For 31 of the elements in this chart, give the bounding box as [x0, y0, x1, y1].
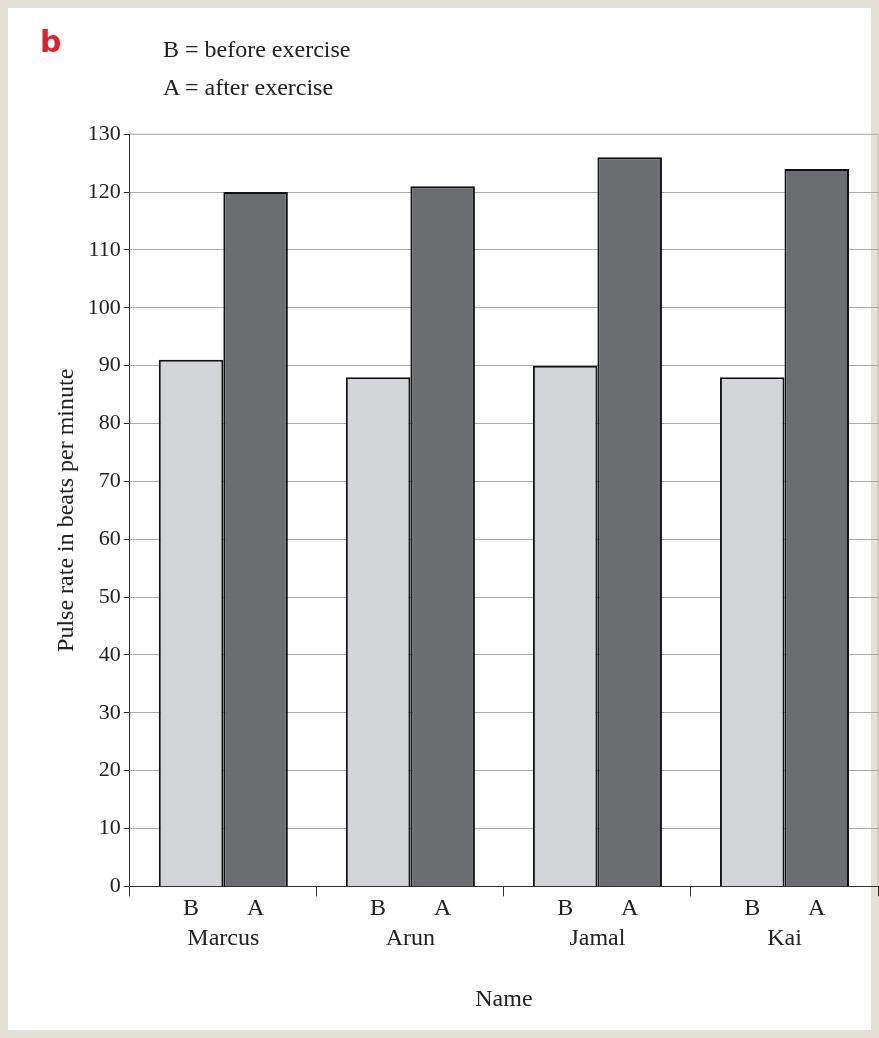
x-tick-label: Marcus [187, 924, 260, 951]
y-tick-label: 100 [87, 293, 121, 319]
y-tick-label: 20 [98, 756, 121, 782]
text: A [621, 893, 639, 920]
y-tick-label: 30 [98, 698, 121, 724]
y-tick-label: 90 [98, 351, 121, 377]
y-tick-label: 110 [88, 235, 121, 261]
y-tick-label: 10 [98, 814, 121, 840]
y-tick-label: 0 [109, 872, 121, 898]
chart-title: b [40, 24, 62, 59]
text: B = before exercise [163, 35, 351, 64]
text: A = after exercise [163, 73, 335, 102]
y-tick-label: 60 [98, 525, 121, 551]
y-tick-label: 130 [87, 119, 121, 145]
series-label: A [246, 893, 265, 920]
x-tick-label: Kai [767, 924, 803, 951]
y-tick-label: 50 [98, 582, 121, 608]
x-tick-label: Jamal [569, 924, 626, 951]
y-axis-title: Pulse rate in beats per minute [51, 368, 78, 652]
x-tick-label: Arun [385, 924, 436, 951]
text: B [744, 893, 761, 920]
text: A [433, 893, 452, 920]
y-tick-label: 70 [98, 467, 121, 493]
text: B [370, 893, 387, 920]
y-tick-label: 80 [98, 409, 121, 435]
series-label: B [183, 893, 200, 920]
y-tick-label: 120 [87, 177, 121, 203]
text: B [557, 893, 574, 920]
text: A [808, 893, 826, 920]
y-tick-label: 40 [98, 640, 121, 666]
x-axis-title: Name [475, 984, 533, 1011]
